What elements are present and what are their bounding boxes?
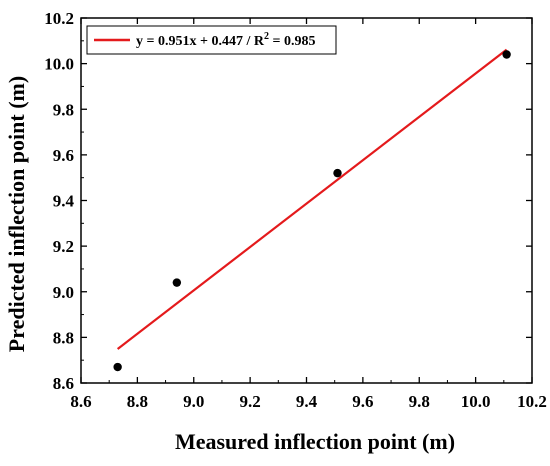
y-axis-title: Predicted inflection point (m) — [4, 76, 29, 352]
y-tick-label: 8.8 — [53, 328, 74, 347]
data-point — [172, 278, 182, 287]
x-tick-label: 9.6 — [352, 392, 373, 411]
plot-area — [80, 17, 533, 384]
y-tick-label: 9.8 — [53, 100, 74, 119]
x-axis-title: Measured inflection point (m) — [175, 429, 455, 454]
y-tick-label: 9.4 — [53, 192, 75, 211]
data-point — [333, 168, 342, 178]
x-tick-label: 8.6 — [70, 392, 91, 411]
x-tick-label: 9.2 — [240, 392, 261, 411]
y-tick-label: 9.2 — [53, 237, 74, 256]
x-axis-ticks: 8.6 8.8 9.0 9.2 9.4 9.6 9.8 10.0 10.2 — [70, 18, 547, 411]
x-tick-label: 9.4 — [296, 392, 318, 411]
x-tick-label: 9.0 — [183, 392, 204, 411]
points-layer — [113, 50, 511, 372]
x-tick-label: 9.8 — [409, 392, 430, 411]
legend-label: y = 0.951x + 0.447 / R2 = 0.985 — [136, 31, 315, 49]
data-point — [502, 50, 511, 59]
legend: y = 0.951x + 0.447 / R2 = 0.985 — [86, 25, 337, 55]
plot-frame — [80, 17, 533, 384]
y-tick-label: 9.0 — [53, 283, 74, 302]
x-tick-label: 8.8 — [127, 392, 148, 411]
y-tick-label: 10.2 — [44, 9, 74, 28]
y-tick-label: 10.0 — [44, 55, 74, 74]
y-axis-ticks: 8.6 8.8 9.0 9.2 9.4 9.6 9.8 10.0 10.2 — [44, 9, 532, 393]
fit-line-layer — [116, 48, 508, 350]
y-tick-label: 9.6 — [53, 146, 74, 165]
x-tick-label: 10.0 — [461, 392, 491, 411]
data-point — [113, 362, 122, 372]
fit-line — [116, 48, 508, 350]
x-tick-label: 10.2 — [517, 392, 547, 411]
y-tick-label: 8.6 — [53, 374, 74, 393]
